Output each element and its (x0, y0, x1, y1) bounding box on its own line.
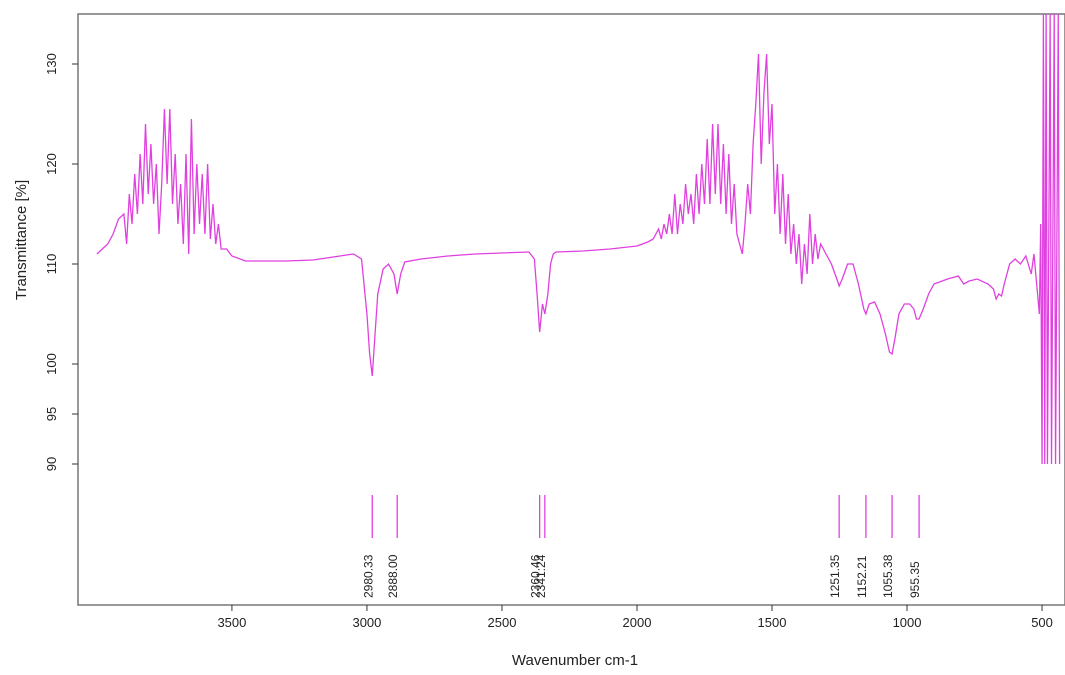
peak-label: 955.35 (908, 561, 922, 598)
plot-area (96, 14, 1061, 465)
y-tick-label: 90 (44, 457, 59, 471)
x-tick-label: 1500 (758, 615, 787, 630)
y-tick-label: 110 (44, 254, 59, 275)
y-tick-label: 130 (44, 53, 59, 75)
peak-label: 2341.24 (534, 554, 548, 598)
x-axis-label: Wavenumber cm-1 (512, 652, 638, 669)
plot-frame (77, 13, 1065, 606)
x-tick-label: 3500 (217, 615, 246, 630)
x-tick-label: 1000 (893, 615, 922, 630)
y-tick-label: 95 (44, 407, 59, 421)
peak-label: 1251.35 (828, 554, 842, 598)
spectrum-line (96, 14, 1061, 465)
peak-label: 2980.33 (361, 554, 375, 598)
y-axis-label: Transmittance [%] (13, 180, 30, 300)
x-tick-label: 3000 (352, 615, 381, 630)
x-tick-label: 500 (1031, 615, 1053, 630)
x-tick-label: 2500 (488, 615, 517, 630)
y-tick-label: 100 (44, 353, 59, 375)
peak-label: 2360.46 (529, 554, 543, 598)
x-tick-label: 2000 (623, 615, 652, 630)
peak-label: 2888.00 (386, 554, 400, 598)
peak-label: 1055.38 (881, 554, 895, 598)
peak-label: 1152.21 (855, 555, 869, 598)
y-tick-label: 120 (44, 153, 59, 175)
